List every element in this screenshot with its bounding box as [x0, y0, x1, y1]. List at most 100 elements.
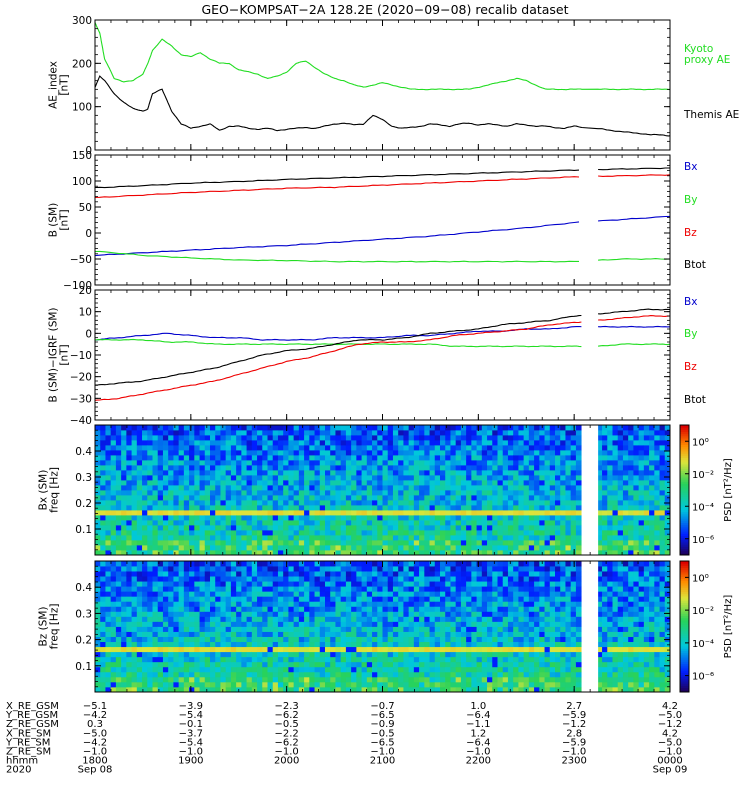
heatmap-cell	[147, 581, 153, 587]
heatmap-cell	[288, 601, 295, 607]
heatmap-cell	[612, 495, 619, 501]
heatmap-cell	[272, 626, 279, 632]
heatmap-cell	[654, 545, 660, 551]
heatmap-cell	[173, 465, 180, 471]
heatmap-cell	[251, 581, 258, 587]
heatmap-cell	[262, 651, 268, 658]
heatmap-cell	[210, 646, 216, 653]
heatmap-cell	[189, 571, 195, 577]
heatmap-cell	[178, 480, 185, 486]
heatmap-cell	[183, 480, 190, 486]
heatmap-cell	[100, 566, 106, 572]
heatmap-cell	[617, 510, 624, 516]
heatmap-cell	[664, 545, 670, 551]
heatmap-cell	[356, 435, 362, 441]
heatmap-cell	[429, 520, 436, 526]
heatmap-cell	[507, 525, 514, 531]
heatmap-cell	[309, 606, 315, 612]
heatmap-cell	[340, 425, 347, 431]
heatmap-cell	[147, 430, 153, 436]
heatmap-cell	[330, 550, 336, 555]
heatmap-cell	[492, 470, 498, 476]
heatmap-cell	[487, 525, 493, 531]
heatmap-cell	[272, 530, 279, 536]
heatmap-cell	[298, 611, 305, 617]
heatmap-cell	[460, 515, 467, 521]
heatmap-cell	[507, 475, 514, 481]
series-line-btot	[95, 169, 580, 189]
heatmap-cell	[309, 510, 315, 516]
heatmap-cell	[471, 495, 477, 501]
heatmap-cell	[126, 571, 132, 577]
heatmap-cell	[345, 656, 352, 663]
heatmap-cell	[189, 485, 195, 491]
heatmap-cell	[283, 505, 289, 511]
heatmap-cell	[659, 475, 666, 481]
heatmap-cell	[325, 525, 331, 531]
heatmap-cell	[220, 480, 227, 486]
heatmap-cell	[372, 465, 378, 471]
heatmap-cell	[392, 530, 399, 536]
heatmap-cell	[513, 515, 519, 521]
heatmap-cell	[241, 455, 247, 461]
heatmap-cell	[189, 550, 195, 555]
heatmap-cell	[131, 470, 138, 476]
heatmap-cell	[225, 651, 232, 658]
heatmap-cell	[246, 525, 253, 531]
heatmap-cell	[293, 646, 300, 653]
heatmap-cell	[398, 550, 404, 555]
heatmap-cell	[277, 681, 284, 688]
heatmap-cell	[173, 656, 180, 663]
heatmap-cell	[262, 515, 268, 521]
heatmap-cell	[319, 611, 326, 617]
heatmap-cell	[518, 515, 525, 521]
heatmap-cell	[110, 681, 117, 688]
heatmap-cell	[152, 490, 159, 496]
heatmap-cell	[523, 485, 530, 491]
heatmap-cell	[210, 636, 216, 643]
heatmap-cell	[335, 601, 342, 607]
heatmap-cell	[168, 485, 174, 491]
heatmap-cell	[544, 460, 551, 466]
heatmap-cell	[664, 465, 670, 471]
heatmap-cell	[110, 525, 117, 531]
heatmap-cell	[460, 425, 467, 431]
heatmap-cell	[100, 656, 106, 663]
heatmap-cell	[518, 525, 525, 531]
heatmap-cell	[267, 681, 274, 688]
heatmap-cell	[481, 450, 488, 456]
heatmap-cell	[152, 550, 159, 555]
heatmap-cell	[392, 681, 399, 688]
heatmap-cell	[246, 430, 253, 436]
heatmap-cell	[429, 460, 436, 466]
heatmap-cell	[225, 495, 232, 501]
heatmap-cell	[460, 510, 467, 516]
heatmap-cell	[429, 440, 436, 446]
heatmap-cell	[230, 470, 237, 476]
heatmap-cell	[382, 480, 389, 486]
heatmap-cell	[189, 651, 195, 658]
heatmap-cell	[95, 475, 101, 481]
heatmap-cell	[539, 520, 545, 526]
heatmap-cell	[377, 676, 383, 683]
heatmap-cell	[617, 425, 624, 431]
heatmap-cell	[173, 500, 180, 506]
heatmap-cell	[298, 515, 305, 521]
heatmap-cell	[377, 656, 383, 663]
heatmap-cell	[241, 676, 247, 683]
heatmap-cell	[168, 681, 174, 688]
heatmap-cell	[398, 480, 404, 486]
series-group	[95, 22, 670, 137]
heatmap-cell	[157, 616, 164, 622]
heatmap-cell	[288, 631, 295, 637]
heatmap-cell	[189, 561, 195, 567]
heatmap-cell	[398, 465, 404, 471]
heatmap-cell	[596, 445, 603, 451]
heatmap-cell	[649, 480, 655, 486]
heatmap-cell	[178, 686, 185, 692]
heatmap-cell	[272, 430, 279, 436]
heatmap-cell	[147, 676, 153, 683]
heatmap-cell	[257, 425, 263, 431]
heatmap-cell	[513, 480, 519, 486]
heatmap-cell	[189, 425, 195, 431]
